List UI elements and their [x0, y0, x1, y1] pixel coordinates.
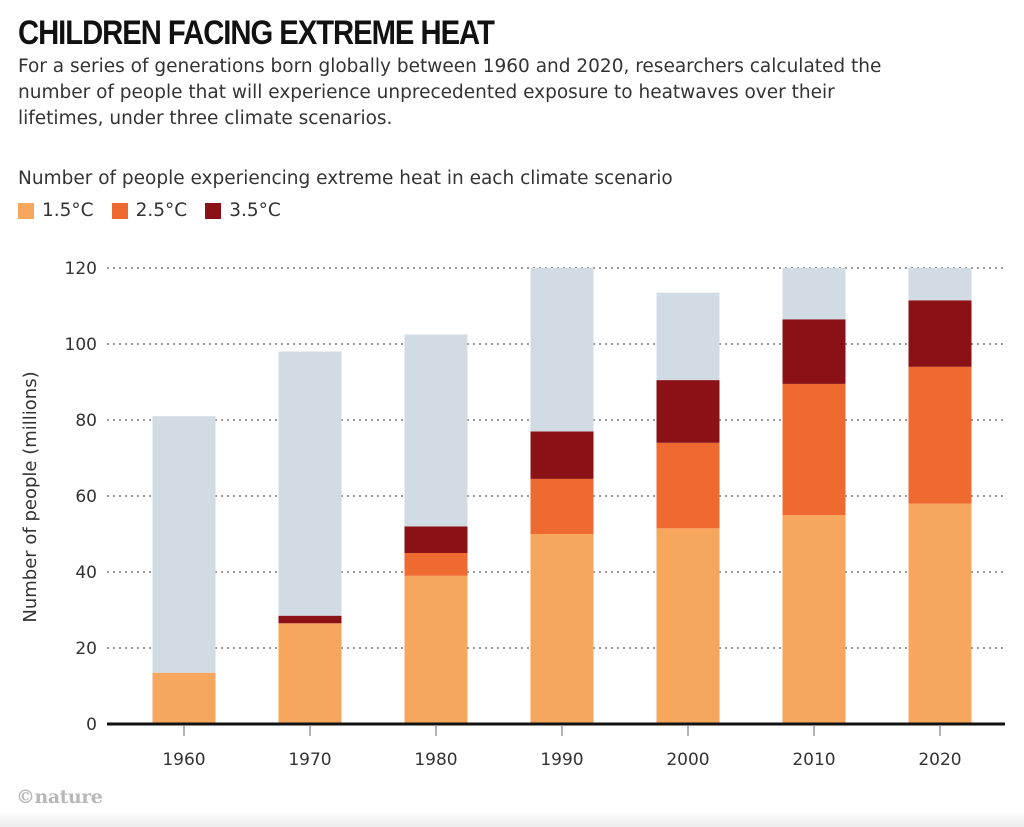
- bar-1990-scenario_2_5: [530, 478, 594, 534]
- bar-1980-total: [404, 334, 468, 527]
- bar-1960-total: [152, 416, 216, 673]
- bar-1990-total: [530, 268, 594, 432]
- bar-2020-scenario_3_5: [908, 300, 972, 367]
- legend: 1.5°C 2.5°C 3.5°C: [18, 200, 281, 221]
- bar-1960-scenario_1_5: [152, 672, 216, 724]
- legend-item-1-5: 1.5°C: [18, 200, 94, 221]
- footer-fade: [0, 811, 1024, 827]
- legend-swatch-2-5: [111, 202, 128, 219]
- bar-1980-scenario_1_5: [404, 575, 468, 724]
- bar-group-1960: [152, 416, 216, 724]
- y-tick-label: 20: [75, 639, 97, 659]
- axes: 0 20 40 60 80 100 120 1960 1970 1980 1990 2000 2010 2…: [65, 259, 1005, 770]
- bar-1970-scenario_1_5: [278, 623, 342, 724]
- bar-1990-scenario_1_5: [530, 534, 594, 724]
- y-axis-title: Number of people (millions): [20, 371, 41, 622]
- legend-label-3-5: 3.5°C: [229, 200, 281, 221]
- bar-2010-scenario_1_5: [782, 515, 846, 724]
- legend-label-1-5: 1.5°C: [42, 200, 94, 221]
- y-tick-label: 60: [75, 487, 97, 507]
- y-tick-label: 0: [86, 715, 97, 735]
- bar-1990-scenario_3_5: [530, 431, 594, 479]
- bar-1970-total: [278, 351, 342, 616]
- x-tick-label: 2000: [666, 750, 709, 770]
- y-tick-label: 100: [65, 335, 97, 355]
- legend-swatch-3-5: [205, 202, 222, 219]
- legend-label-2-5: 2.5°C: [135, 200, 188, 221]
- x-tick-label: 1990: [540, 750, 583, 770]
- bar-2010-scenario_2_5: [782, 383, 846, 515]
- bar-2020-scenario_1_5: [908, 503, 972, 724]
- x-tick-label: 2020: [918, 750, 961, 770]
- bars: [152, 268, 972, 724]
- bar-group-2020: [908, 268, 972, 724]
- legend-item-2-5: 2.5°C: [111, 200, 188, 221]
- x-tick-label: 2010: [792, 750, 835, 770]
- x-tick-label: 1970: [288, 750, 331, 770]
- bar-2010-total: [782, 268, 846, 320]
- bar-1970-scenario_3_5: [278, 615, 342, 624]
- bar-group-1970: [278, 351, 342, 724]
- legend-item-3-5: 3.5°C: [205, 200, 281, 221]
- bar-2020-total: [908, 268, 972, 301]
- bar-2000-total: [656, 292, 720, 381]
- bar-2000-scenario_2_5: [656, 442, 720, 529]
- bar-1980-scenario_3_5: [404, 526, 468, 553]
- legend-swatch-1-5: [18, 202, 34, 219]
- bar-2000-scenario_3_5: [656, 380, 720, 443]
- y-tick-label: 120: [65, 259, 97, 279]
- bar-2010-scenario_3_5: [782, 319, 846, 384]
- bar-group-1990: [530, 268, 594, 724]
- bar-group-2010: [782, 268, 846, 724]
- chart-title: CHILDREN FACING EXTREME HEAT: [18, 14, 495, 52]
- y-tick-label: 80: [75, 411, 97, 431]
- bar-2000-scenario_1_5: [656, 528, 720, 724]
- bar-2020-scenario_2_5: [908, 366, 972, 504]
- x-tick-label: 1980: [414, 750, 457, 770]
- x-tick-label: 1960: [162, 750, 205, 770]
- chart-heading: Number of people experiencing extreme he…: [18, 168, 673, 189]
- nature-credit-logo: ©nature: [16, 786, 103, 808]
- chart-subtitle: For a series of generations born globall…: [18, 56, 882, 129]
- bar-group-2000: [656, 292, 720, 724]
- bar-1980-scenario_2_5: [404, 553, 468, 576]
- bar-group-1980: [404, 334, 468, 724]
- y-tick-label: 40: [75, 563, 97, 583]
